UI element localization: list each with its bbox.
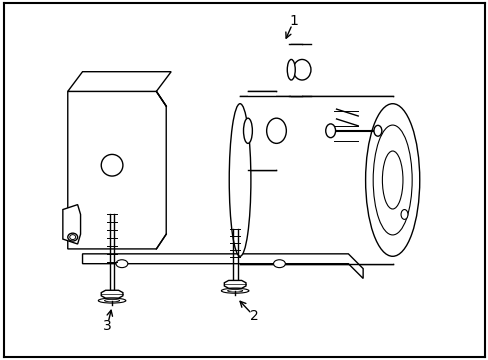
Polygon shape	[68, 72, 171, 91]
Ellipse shape	[293, 59, 310, 80]
Ellipse shape	[243, 118, 252, 143]
Polygon shape	[68, 91, 166, 249]
Text: 2: 2	[250, 309, 259, 323]
Ellipse shape	[227, 289, 242, 292]
Ellipse shape	[373, 125, 381, 136]
Ellipse shape	[116, 260, 127, 267]
Ellipse shape	[104, 300, 120, 302]
Ellipse shape	[98, 298, 125, 303]
Ellipse shape	[286, 59, 295, 80]
Ellipse shape	[382, 151, 402, 209]
Ellipse shape	[68, 233, 78, 241]
Ellipse shape	[325, 124, 335, 138]
Ellipse shape	[229, 104, 250, 256]
Polygon shape	[101, 290, 122, 298]
Ellipse shape	[372, 125, 411, 235]
Ellipse shape	[365, 104, 419, 256]
Text: 3: 3	[102, 319, 111, 333]
Polygon shape	[63, 204, 81, 244]
Polygon shape	[224, 280, 245, 288]
Text: 1: 1	[289, 14, 298, 27]
Polygon shape	[82, 254, 363, 278]
Ellipse shape	[101, 154, 122, 176]
Ellipse shape	[400, 210, 407, 219]
Polygon shape	[247, 91, 276, 170]
Polygon shape	[240, 96, 392, 264]
Ellipse shape	[70, 235, 76, 239]
Ellipse shape	[273, 260, 285, 267]
Ellipse shape	[266, 118, 286, 143]
Ellipse shape	[221, 288, 248, 293]
Polygon shape	[291, 44, 302, 96]
